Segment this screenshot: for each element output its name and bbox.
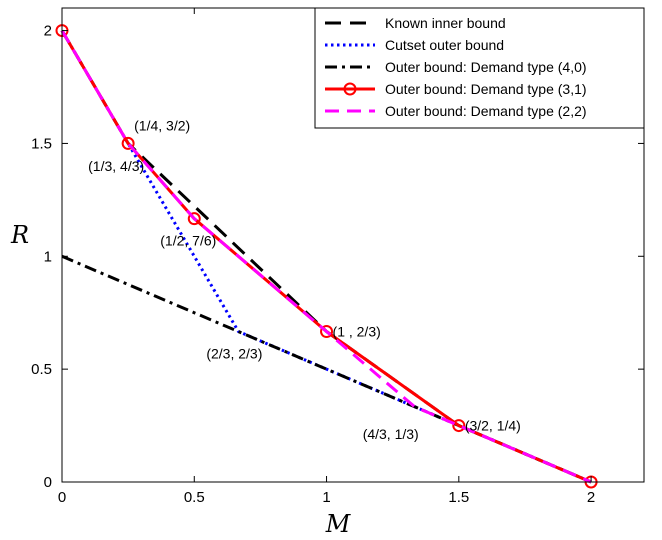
- annotation-label: (3/2, 1/4): [465, 418, 521, 434]
- annotation-label: (2/3, 2/3): [206, 346, 262, 362]
- annotation-label: (4/3, 1/3): [363, 426, 419, 442]
- y-axis-title: R: [10, 221, 29, 249]
- y-tick-label: 2: [44, 23, 52, 40]
- x-tick-label: 0: [58, 489, 66, 506]
- x-tick-label: 0.5: [184, 489, 205, 506]
- legend-label: Known inner bound: [385, 15, 506, 31]
- x-axis-title: M: [325, 510, 352, 538]
- y-tick-label: 0.5: [31, 361, 52, 378]
- legend-label: Cutset outer bound: [385, 37, 504, 53]
- legend-marker: [343, 82, 357, 96]
- series-4-point: [452, 419, 466, 433]
- annotation-label: (1 , 2/3): [333, 324, 381, 340]
- x-tick-label: 1.5: [448, 489, 469, 506]
- annotation-label: (1/2, 7/6): [160, 233, 216, 249]
- legend-label: Outer bound: Demand type (4,0): [385, 59, 587, 75]
- legend-label: Outer bound: Demand type (2,2): [385, 103, 587, 119]
- y-tick-label: 1.5: [31, 135, 52, 152]
- y-tick-label: 1: [44, 248, 52, 265]
- legend: Known inner bound Cutset outer bound Outer…: [314, 7, 645, 129]
- annotation-layer: (1/4, 3/2) (1/3, 4/3) (1/2, 7/6) (1 , 2/3) (…: [88, 117, 521, 441]
- y-tick-label: 0: [44, 474, 52, 491]
- annotation-label: (1/3, 4/3): [88, 158, 144, 174]
- x-tick-label: 1: [322, 489, 330, 506]
- series-4-point: [121, 136, 135, 150]
- series-4-point: [187, 212, 201, 226]
- annotation-label: (1/4, 3/2): [134, 117, 190, 133]
- series-line-5: [60, 29, 592, 484]
- series-4-point: [320, 325, 334, 339]
- legend-label: Outer bound: Demand type (3,1): [385, 81, 587, 97]
- x-tick-label: 2: [587, 489, 595, 506]
